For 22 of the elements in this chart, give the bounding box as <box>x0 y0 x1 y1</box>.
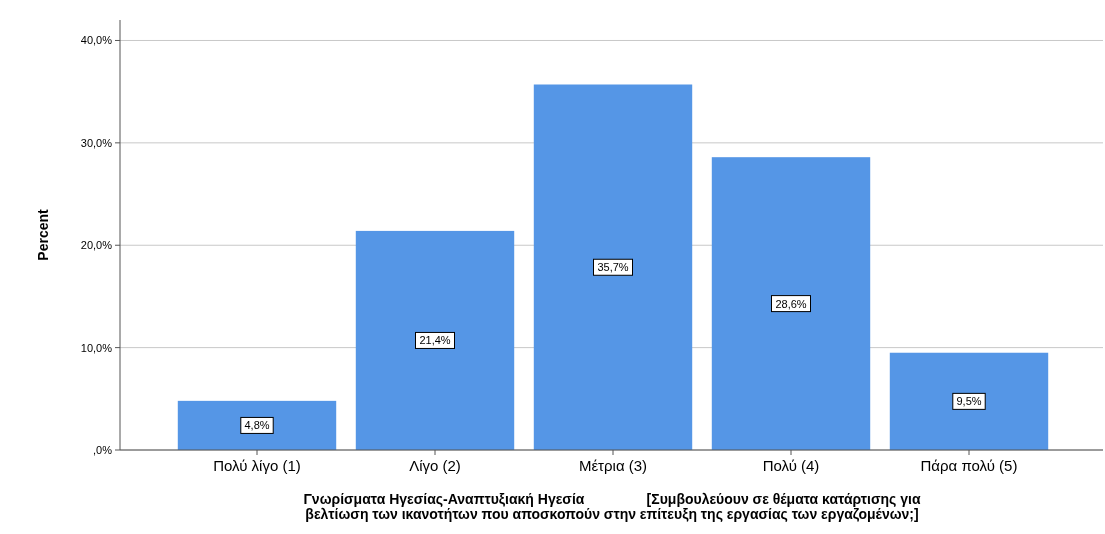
data-label: 35,7% <box>597 261 629 274</box>
data-label: 21,4% <box>419 334 451 347</box>
bar <box>533 84 693 450</box>
bar <box>889 352 1049 450</box>
x-axis-title: Γνωρίσματα Ηγεσίας-Αναπτυξιακή Ηγεσία [Συμβουλεύουν σε θέματα κατάρτισης για βελτίωση των ικανοτήτων που αποσκοπούν στην επίτευξη της εργασίας των εργαζομένων;] <box>303 491 921 522</box>
x-tick-label: Λίγο (2) <box>409 457 461 474</box>
y-tick-label: 40,0% <box>80 34 113 47</box>
y-axis-title: Percent <box>35 208 51 261</box>
bar <box>355 230 515 450</box>
x-tick-label: Μέτρια (3) <box>578 457 648 474</box>
y-tick-label: ,0% <box>93 444 113 456</box>
y-tick-label: 30,0% <box>80 136 113 149</box>
y-tick-label: 20,0% <box>80 239 113 252</box>
x-tick-label: Πολύ λίγο (1) <box>213 457 301 474</box>
x-tick-label: Πάρα πολύ (5) <box>920 457 1018 474</box>
data-label: 4,8% <box>244 419 270 432</box>
data-label: 28,6% <box>775 297 807 310</box>
bar <box>177 400 337 450</box>
y-tick-label: 10,0% <box>80 341 113 354</box>
bar <box>711 157 871 450</box>
data-label: 9,5% <box>956 395 982 408</box>
x-tick-label: Πολύ (4) <box>762 457 820 474</box>
